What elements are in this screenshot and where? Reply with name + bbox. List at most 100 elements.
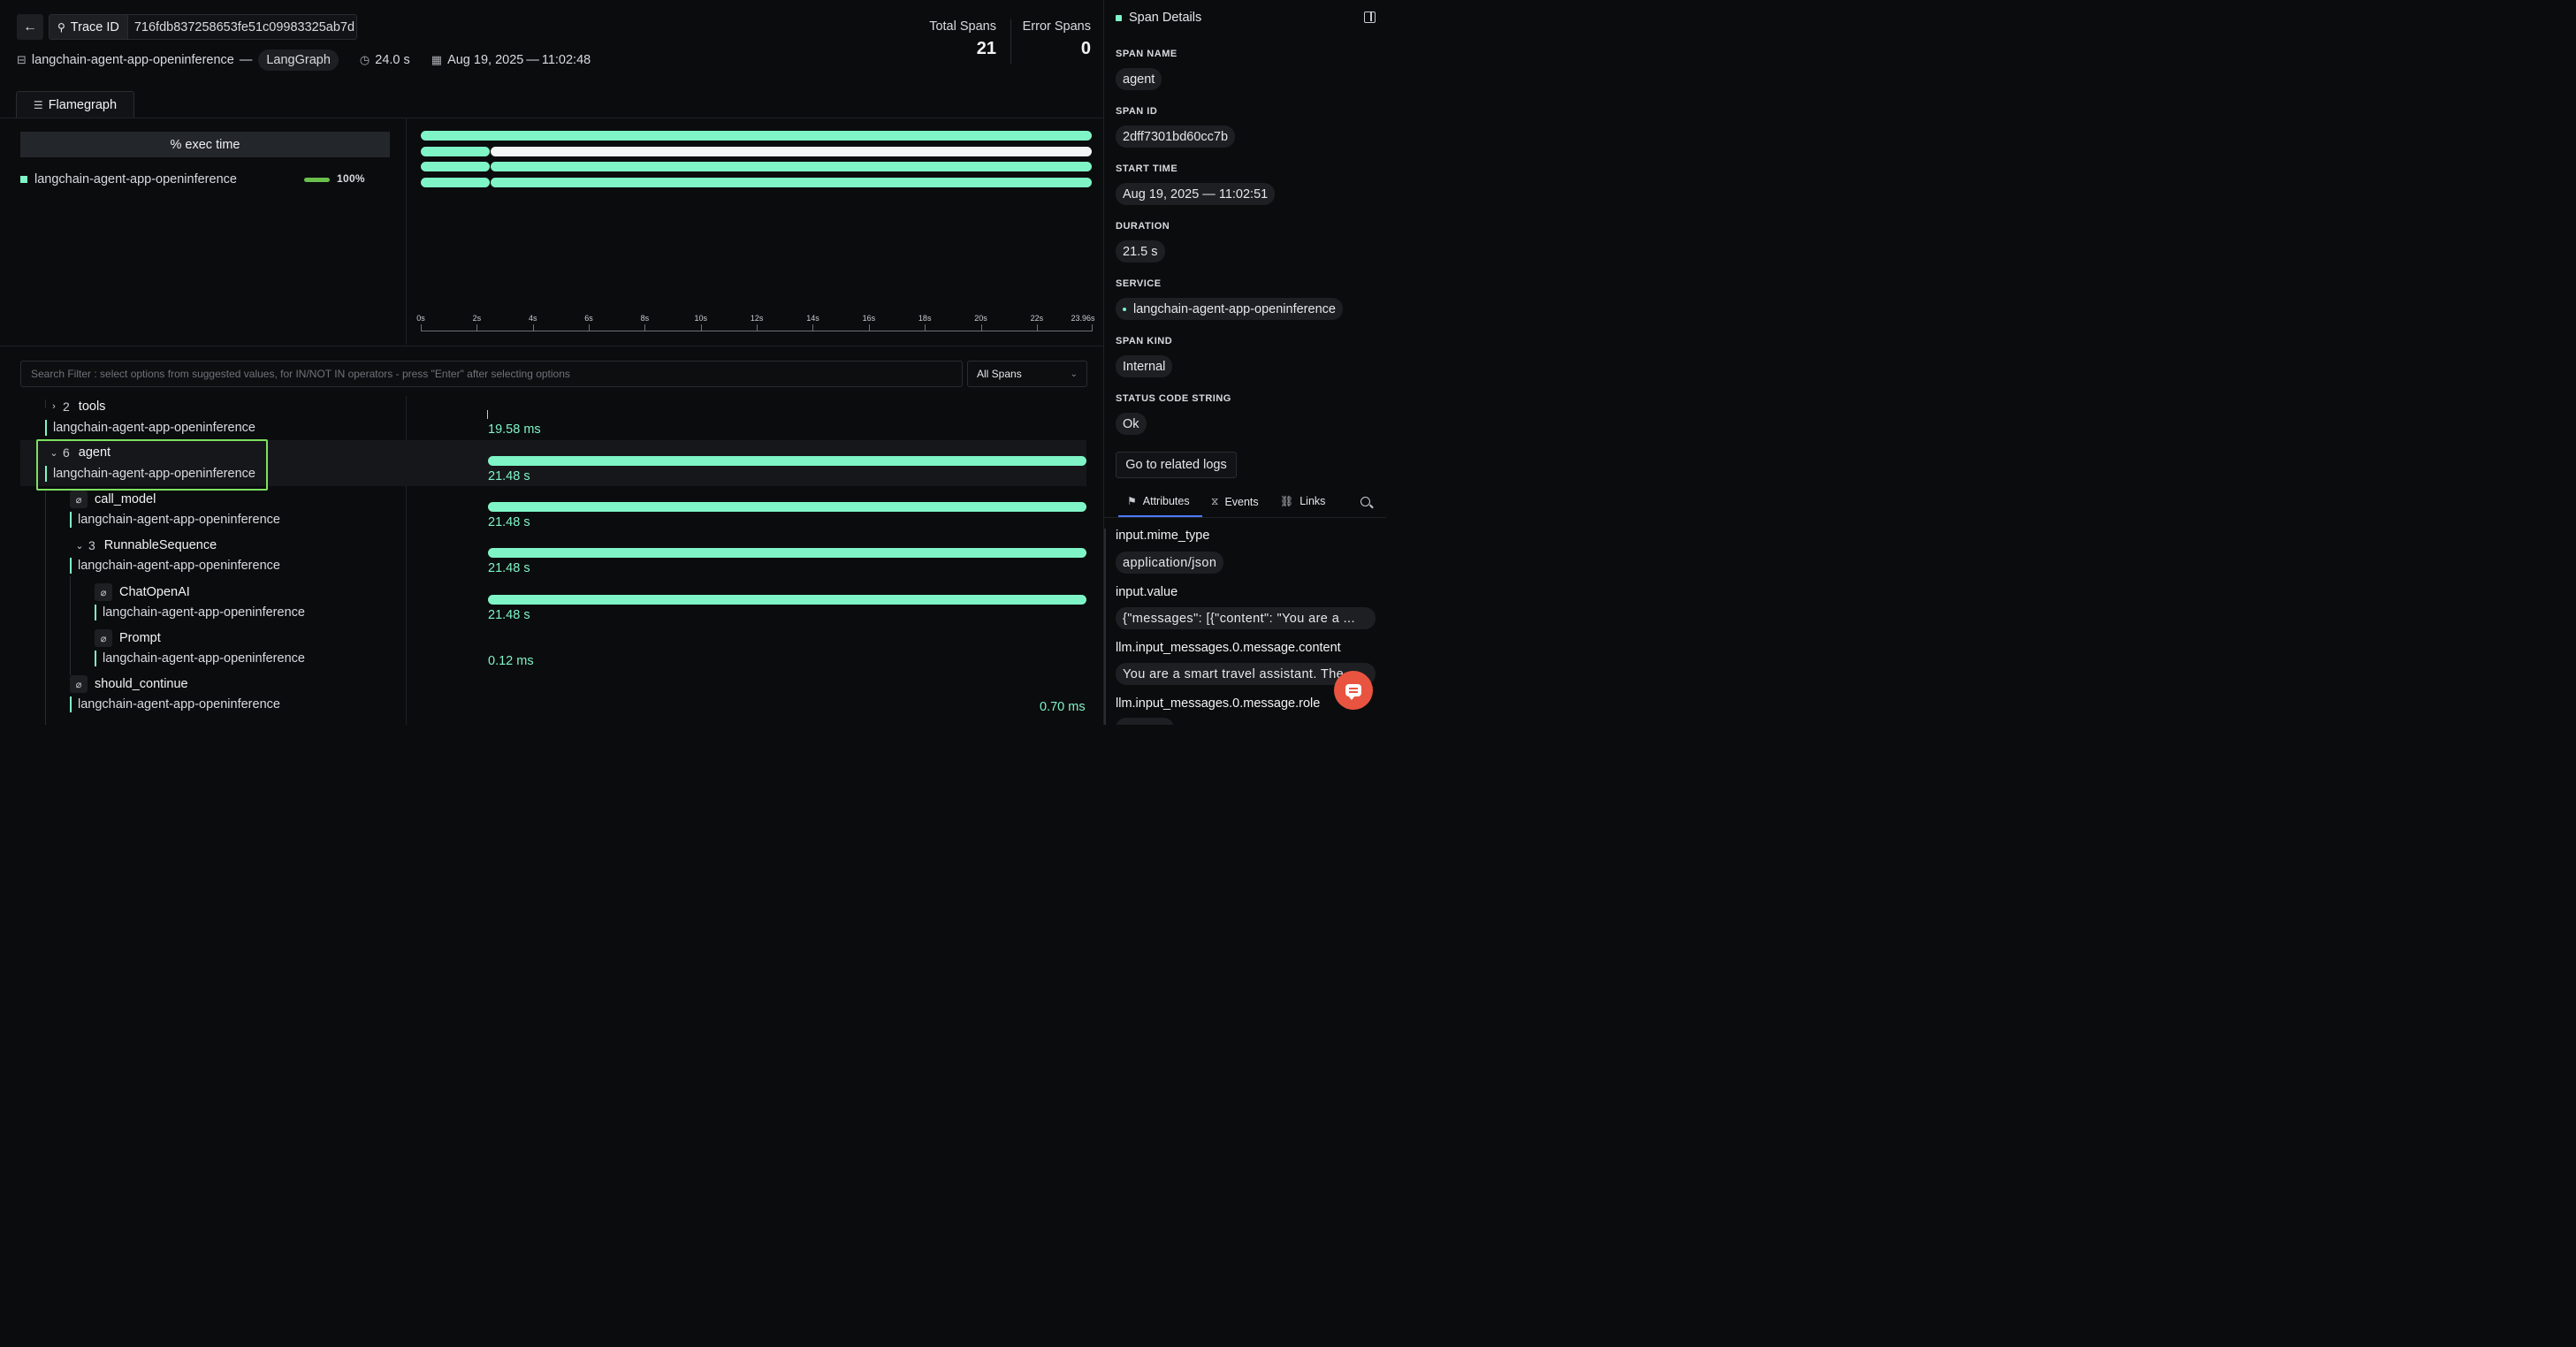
back-button[interactable]: ← [17, 14, 43, 40]
span-node-chat-openai[interactable]: ⌀ ChatOpenAI [95, 583, 190, 601]
service-marker [70, 696, 72, 712]
trace-icon: ⚲ [57, 20, 65, 34]
axis-tick-label: 14s [806, 314, 819, 323]
span-node-prompt[interactable]: ⌀ Prompt [95, 629, 161, 647]
axis-tick [980, 324, 982, 331]
flamegraph-canvas[interactable] [421, 131, 1092, 187]
exec-percent-bar [304, 178, 330, 182]
axis-tick-label: 18s [918, 314, 932, 323]
exec-percent-value: 100% [337, 172, 365, 185]
span-duration: 21.48 s [488, 561, 530, 575]
span-type-select[interactable]: All Spans ⌄ [967, 361, 1087, 387]
details-tabs: ⚑ Attributes ⧖ Events ⛓ Links [1116, 491, 1386, 518]
active-tab-underline [1118, 515, 1202, 517]
span-child-count: 2 [63, 400, 70, 414]
timeline-bar-runnable-sequence[interactable] [488, 548, 1086, 558]
status-code-value: Ok [1116, 413, 1147, 435]
related-logs-button[interactable]: Go to related logs [1116, 452, 1237, 478]
chevron-right-icon: › [52, 401, 56, 412]
framework-badge: LangGraph [258, 49, 339, 71]
service-label: SERVICE [1116, 278, 1162, 289]
flame-bar-2-0[interactable] [421, 162, 490, 171]
service-value: langchain-agent-app-openinference [1116, 298, 1343, 320]
span-child-count: 6 [63, 445, 70, 460]
axis-tick [757, 324, 758, 331]
axis-tick [868, 324, 870, 331]
span-kind-value: Internal [1116, 355, 1173, 377]
chat-support-button[interactable] [1334, 671, 1373, 710]
span-node-tools[interactable]: › 2 tools [49, 398, 105, 415]
events-icon: ⧖ [1211, 495, 1219, 507]
hierarchy-icon: ⊟ [17, 53, 27, 66]
axis-tick-label: 12s [750, 314, 764, 323]
axis-tick [589, 324, 591, 331]
service-marker [70, 512, 72, 528]
span-name: tools [78, 400, 106, 414]
attribute-key: llm.input_messages.0.message.role [1116, 696, 1321, 711]
service-marker [45, 420, 47, 436]
duration-value: 21.5 s [1116, 240, 1165, 263]
flame-bar-1-0[interactable] [421, 146, 490, 156]
service-marker [95, 605, 96, 620]
axis-tick [925, 324, 926, 331]
axis-tick-label: 2s [472, 314, 482, 323]
service-dot-icon [1123, 307, 1126, 311]
chat-bubble-icon [1345, 684, 1361, 700]
axis-tick-label: 4s [528, 314, 537, 323]
axis-tick-label: 10s [694, 314, 708, 323]
error-spans-label: Error Spans [1022, 19, 1091, 34]
bookmark-icon: ⚑ [1127, 495, 1137, 507]
span-service: langchain-agent-app-openinference [70, 511, 280, 529]
leaf-icon: ⌀ [95, 629, 112, 647]
timeline-bar-agent[interactable] [488, 456, 1086, 466]
axis-tick-label: 8s [640, 314, 650, 323]
stat-divider [1010, 19, 1011, 64]
trace-id-value[interactable]: 716fdb837258653fe51c09983325ab7d [133, 19, 355, 34]
tree-guide [45, 400, 46, 408]
meta-separator: — [239, 53, 253, 67]
timer-icon: ◷ [359, 53, 370, 66]
exec-service-name: langchain-agent-app-openinference [34, 172, 237, 186]
flame-bar-0-0[interactable] [421, 131, 1092, 141]
trace-time: 11:02:48 [541, 53, 591, 67]
tree-guide [45, 491, 46, 725]
span-service: langchain-agent-app-openinference [45, 465, 255, 483]
timeline-bar-chat-openai[interactable] [488, 595, 1086, 605]
span-name-label: SPAN NAME [1116, 49, 1177, 59]
span-name: Prompt [119, 631, 161, 645]
flame-bar-2-1[interactable] [490, 162, 1092, 171]
flamegraph-divider [406, 118, 407, 345]
timeline-bar-call-model[interactable] [488, 502, 1086, 512]
search-icon[interactable] [1360, 497, 1370, 506]
flame-bar-3-1[interactable] [490, 177, 1092, 187]
total-spans-stat: Total Spans 21 [928, 19, 996, 59]
span-id-label: SPAN ID [1116, 106, 1158, 117]
span-node-agent[interactable]: ⌄ 6 agent [49, 444, 111, 461]
attribute-value: application/json [1116, 552, 1224, 574]
axis-tick-label: 6s [584, 314, 593, 323]
span-name: RunnableSequence [103, 538, 217, 552]
flame-bar-3-0[interactable] [421, 177, 490, 187]
exec-time-row[interactable]: langchain-agent-app-openinference 100% [20, 171, 390, 187]
span-node-call-model[interactable]: ⌀ call_model [70, 491, 156, 508]
axis-tick-label: 20s [974, 314, 987, 323]
span-search-filter[interactable]: Search Filter : select options from sugg… [20, 361, 963, 387]
attribute-key: llm.input_messages.0.message.content [1116, 641, 1341, 655]
link-icon: ⛓ [1280, 495, 1294, 507]
tab-events[interactable]: ⧖ Events [1211, 495, 1259, 508]
axis-tick [476, 324, 478, 331]
attributes-scroll-accent [1104, 529, 1106, 725]
span-node-should-continue[interactable]: ⌀ should_continue [70, 675, 188, 693]
leaf-icon: ⌀ [95, 583, 112, 601]
attribute-value: {"messages": [{"content": "You are a ... [1116, 607, 1376, 629]
trace-meta-row: ⊟ langchain-agent-app-openinference — La… [17, 49, 591, 72]
flame-bar-1-1[interactable] [490, 146, 1092, 156]
tab-flamegraph[interactable]: ☰ Flamegraph [16, 91, 134, 118]
span-duration: 21.48 s [488, 515, 530, 529]
span-node-runnable-sequence[interactable]: ⌄ 3 RunnableSequence [74, 537, 217, 554]
tab-links[interactable]: ⛓ Links [1280, 495, 1326, 507]
tab-attributes[interactable]: ⚑ Attributes [1127, 495, 1190, 507]
panel-collapse-icon[interactable] [1364, 11, 1376, 23]
axis-tick [1092, 324, 1093, 331]
span-service: langchain-agent-app-openinference [70, 696, 280, 713]
